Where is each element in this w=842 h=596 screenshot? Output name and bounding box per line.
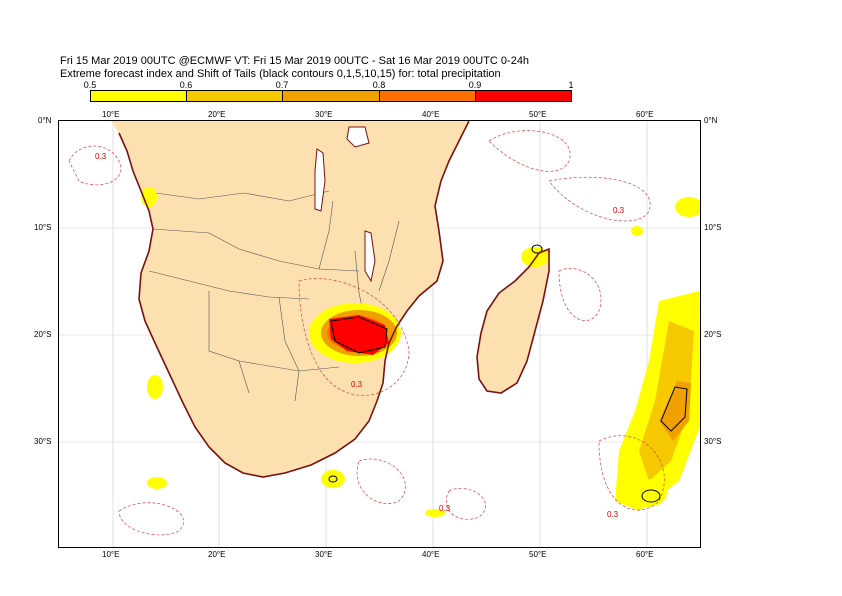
sot-contour — [531, 244, 543, 254]
lon-label-top-outer: 50°E — [529, 110, 547, 119]
lat-label-left: 20°S — [34, 330, 52, 339]
contour-label: 0.3 — [613, 206, 625, 215]
efi-area — [627, 479, 667, 507]
contour-label: 0.3 — [351, 380, 363, 389]
lon-label-top-outer: 30°E — [315, 110, 333, 119]
colorbar-tick: 0.5 — [83, 80, 97, 90]
coastlines — [118, 121, 550, 478]
efi-area — [425, 509, 445, 517]
efi-area — [639, 321, 694, 481]
colorbar-tick: 0.8 — [372, 80, 386, 90]
efi-area — [321, 470, 345, 488]
efi-0.3-contours — [68, 130, 665, 536]
colorbar-segment — [187, 91, 284, 101]
colorbar-segment — [91, 91, 188, 101]
lake-tanganyika — [314, 148, 326, 212]
colorbar-legend — [90, 90, 572, 102]
sot-contour — [330, 316, 388, 354]
lon-label-bottom: 30°E — [315, 550, 333, 559]
sot-contour — [660, 386, 688, 432]
sot-contour — [641, 489, 661, 503]
lat-label-left: 0°N — [38, 116, 52, 125]
contour-label: 0.3 — [607, 510, 619, 519]
colorbar-tick: 1 — [568, 80, 574, 90]
lon-label-bottom: 20°E — [208, 550, 226, 559]
lat-label-left: 30°S — [34, 437, 52, 446]
lon-label-bottom: 40°E — [422, 550, 440, 559]
efi-area — [147, 477, 167, 489]
chart-title-line1: Fri 15 Mar 2019 00UTC @ECMWF VT: Fri 15 … — [60, 55, 530, 67]
contour-label: 0.3 — [95, 152, 107, 161]
contour-label: 0.3 — [439, 504, 451, 513]
efi-area — [631, 226, 643, 236]
lake-malawi — [364, 230, 376, 283]
lon-label-bottom: 50°E — [529, 550, 547, 559]
lon-label-top-outer: 10°E — [102, 110, 120, 119]
lon-label-top-outer: 40°E — [422, 110, 440, 119]
lat-label-right: 20°S — [704, 330, 722, 339]
colorbar-tick: 0.7 — [275, 80, 289, 90]
colorbar-segment — [475, 91, 572, 101]
chart-title-line2: Extreme forecast index and Shift of Tail… — [60, 68, 501, 80]
sot-contour — [328, 475, 338, 483]
lat-label-right: 30°S — [704, 437, 722, 446]
madagascar-landmass — [477, 249, 549, 393]
map-canvas: 0.3 0.3 0.3 0.3 0.3 — [59, 121, 700, 547]
efi-area — [659, 381, 691, 441]
efi-shading — [141, 187, 700, 517]
lon-label-top-outer: 20°E — [208, 110, 226, 119]
lon-label-bottom: 60°E — [636, 550, 654, 559]
lat-label-right: 0°N — [704, 116, 718, 125]
map-panel: 0.3 0.3 0.3 0.3 0.3 10°E 20°E 30°E 40°E … — [58, 120, 701, 548]
lon-label-top-outer: 60°E — [636, 110, 654, 119]
efi-area — [675, 197, 700, 217]
colorbar-segment — [283, 91, 380, 101]
lon-label-bottom: 10°E — [102, 550, 120, 559]
lat-label-right: 10°S — [704, 223, 722, 232]
lake-victoria — [346, 126, 370, 148]
africa-landmass — [67, 121, 469, 477]
colorbar-tick: 0.9 — [468, 80, 482, 90]
efi-area — [147, 375, 163, 399]
lat-label-left: 10°S — [34, 223, 52, 232]
colorbar-segment — [379, 91, 476, 101]
colorbar-tick: 0.6 — [179, 80, 193, 90]
